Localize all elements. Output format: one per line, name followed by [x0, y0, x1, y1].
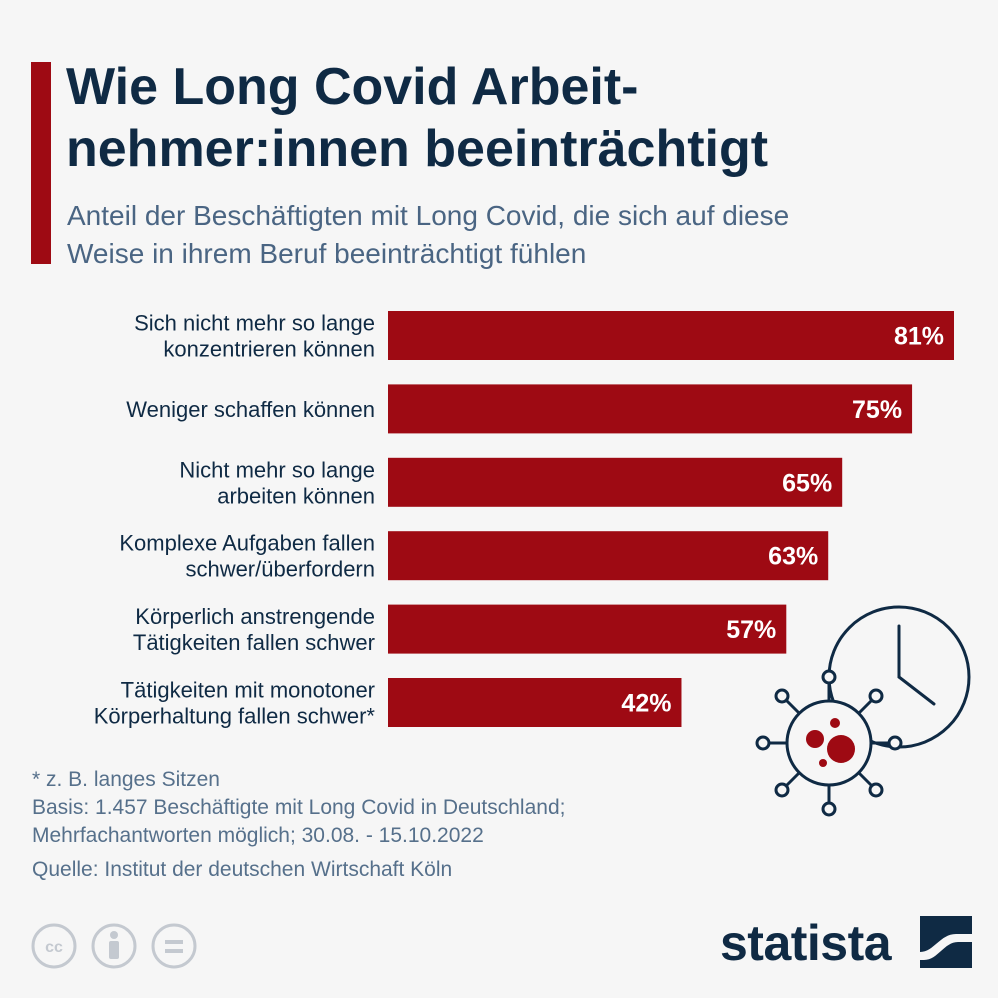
category-label-line: schwer/überfordern	[185, 557, 375, 582]
category-label-4: Komplexe Aufgaben fallen schwer/überforde…	[119, 531, 375, 582]
bar-4	[388, 531, 829, 581]
clock-virus-illustration	[755, 605, 971, 817]
svg-text:cc: cc	[45, 939, 63, 956]
source-note: Quelle: Institut der deutschen Wirtschaf…	[32, 858, 453, 881]
chart-title: Wie Long Covid Arbeit- nehmer:innen beei…	[66, 56, 966, 180]
category-label-line: Komplexe Aufgaben fallen	[119, 531, 375, 556]
cc-icon[interactable]: cc	[31, 923, 77, 969]
statista-logo-text[interactable]: statista	[720, 915, 892, 971]
category-label-2: Weniger schaffen können	[126, 397, 375, 422]
category-label-3: Nicht mehr so lange arbeiten können	[179, 457, 375, 508]
chart-subtitle: Anteil der Beschäftigten mit Long Covid,…	[67, 197, 967, 273]
bar-6	[388, 678, 682, 727]
bar-value-label-2: 75%	[852, 396, 902, 424]
category-label-line: Tätigkeiten mit monotoner	[121, 678, 375, 703]
footnote-asterisk: * z. B. langes Sitzen	[32, 768, 220, 791]
footnotes: * z. B. langes Sitzen Basis: 1.457 Besch…	[32, 766, 732, 884]
bar-value-label-5: 57%	[726, 616, 776, 644]
chart-subtitle-line-2: Weise in ihrem Beruf beeinträchtigt fühl…	[67, 238, 587, 269]
category-label-6: Tätigkeiten mit monotoner Körperhaltung f…	[94, 678, 376, 729]
bar-2	[388, 384, 913, 434]
license-icons[interactable]: cc	[30, 922, 210, 972]
bar-chart: 81% Sich nicht mehr so lange konzentrieren…	[94, 311, 954, 729]
by-person-icon[interactable]	[91, 923, 137, 969]
virus-icon	[755, 669, 903, 817]
category-label-line: Sich nicht mehr so lange	[134, 311, 375, 336]
chart-subtitle-line-1: Anteil der Beschäftigten mit Long Covid,…	[67, 200, 790, 231]
category-label-1: Sich nicht mehr so lange konzentrieren kö…	[134, 311, 375, 362]
category-label-line: Nicht mehr so lange	[179, 457, 375, 482]
category-label-line: Weniger schaffen können	[126, 397, 375, 422]
category-label-line: Körperhaltung fallen schwer*	[94, 704, 376, 729]
category-label-line: Körperlich anstrengende	[135, 604, 375, 629]
title-accent-bar	[31, 62, 51, 264]
category-label-line: konzentrieren können	[163, 337, 375, 362]
bar-5	[388, 604, 787, 654]
footnote-basis-line-1: Basis: 1.457 Beschäftigte mit Long Covid…	[32, 796, 566, 819]
bar-3	[388, 457, 843, 507]
bar-value-label-4: 63%	[768, 543, 818, 571]
bar-1	[388, 311, 954, 360]
nd-equals-icon[interactable]	[151, 923, 197, 969]
category-label-line: arbeiten können	[217, 483, 375, 508]
chart-title-line-2: nehmer:innen beeinträchtigt	[66, 120, 769, 178]
bar-value-label-1: 81%	[894, 323, 944, 351]
statista-logo-mark[interactable]	[720, 912, 980, 972]
bar-value-label-6: 42%	[621, 690, 671, 718]
bar-value-label-3: 65%	[782, 469, 832, 497]
category-label-line: Tätigkeiten fallen schwer	[133, 630, 375, 655]
category-label-5: Körperlich anstrengende Tätigkeiten falle…	[133, 604, 375, 655]
footnote-basis-line-2: Mehrfachantworten möglich; 30.08. - 15.1…	[32, 824, 484, 847]
chart-title-line-1: Wie Long Covid Arbeit-	[66, 58, 639, 116]
